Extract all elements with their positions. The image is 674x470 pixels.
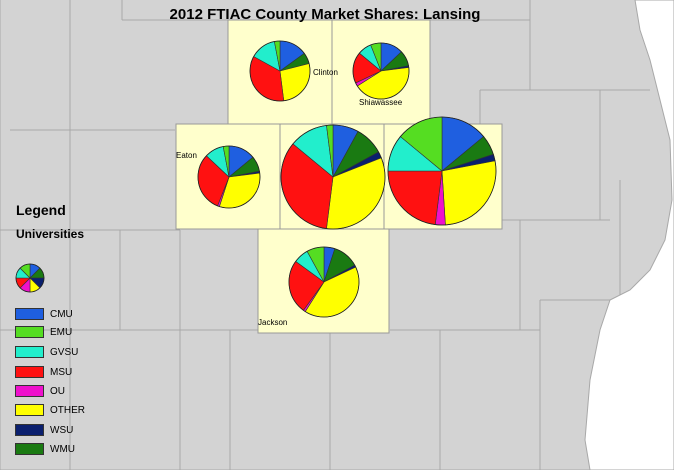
county-label-jackson: Jackson bbox=[258, 318, 288, 327]
legend-label-emu: EMU bbox=[50, 326, 73, 338]
legend-item-other: OTHER bbox=[15, 403, 85, 417]
legend-item-ou: OU bbox=[15, 384, 65, 398]
legend-label-wmu: WMU bbox=[50, 443, 75, 455]
legend-item-emu: EMU bbox=[15, 325, 72, 339]
legend-pie-icon bbox=[15, 263, 45, 293]
legend-swatch-ou bbox=[15, 385, 44, 397]
legend-item-wmu: WMU bbox=[15, 442, 75, 456]
legend-label-wsu: WSU bbox=[50, 424, 74, 436]
legend-swatch-other bbox=[15, 404, 44, 416]
pie-outline-legend bbox=[15, 263, 45, 293]
legend-label-cmu: CMU bbox=[50, 308, 73, 320]
county-label-clinton: Clinton bbox=[313, 68, 338, 77]
legend-item-cmu: CMU bbox=[15, 307, 73, 321]
legend-label-msu: MSU bbox=[50, 366, 73, 378]
market-share-pies bbox=[197, 40, 497, 318]
legend-title: Legend bbox=[16, 202, 66, 218]
legend-label-gvsu: GVSU bbox=[50, 346, 79, 358]
pie-outline-county-0 bbox=[249, 40, 311, 102]
pie-outline-county-5 bbox=[288, 246, 360, 318]
legend-label-other: OTHER bbox=[50, 404, 85, 416]
legend-swatch-msu bbox=[15, 366, 44, 378]
legend-item-wsu: WSU bbox=[15, 423, 73, 437]
pie-outline-county-1 bbox=[352, 42, 410, 100]
pie-outline-county-2 bbox=[197, 145, 261, 209]
pie-outline-county-3 bbox=[280, 124, 386, 230]
legend-subtitle: Universities bbox=[16, 227, 85, 241]
county-label-eaton: Eaton bbox=[176, 151, 197, 160]
pie-outline-county-4 bbox=[387, 116, 497, 226]
legend-swatch-emu bbox=[15, 326, 44, 338]
county-label-shiawassee: Shiawassee bbox=[359, 98, 403, 107]
map-title: 2012 FTIAC County Market Shares: Lansing bbox=[169, 6, 481, 23]
legend-swatch-cmu bbox=[15, 308, 44, 320]
legend-swatch-wmu bbox=[15, 443, 44, 455]
legend-item-msu: MSU bbox=[15, 365, 72, 379]
legend-item-gvsu: GVSU bbox=[15, 345, 78, 359]
legend-label-ou: OU bbox=[50, 385, 65, 397]
legend-swatch-wsu bbox=[15, 424, 44, 436]
legend-swatch-gvsu bbox=[15, 346, 44, 358]
